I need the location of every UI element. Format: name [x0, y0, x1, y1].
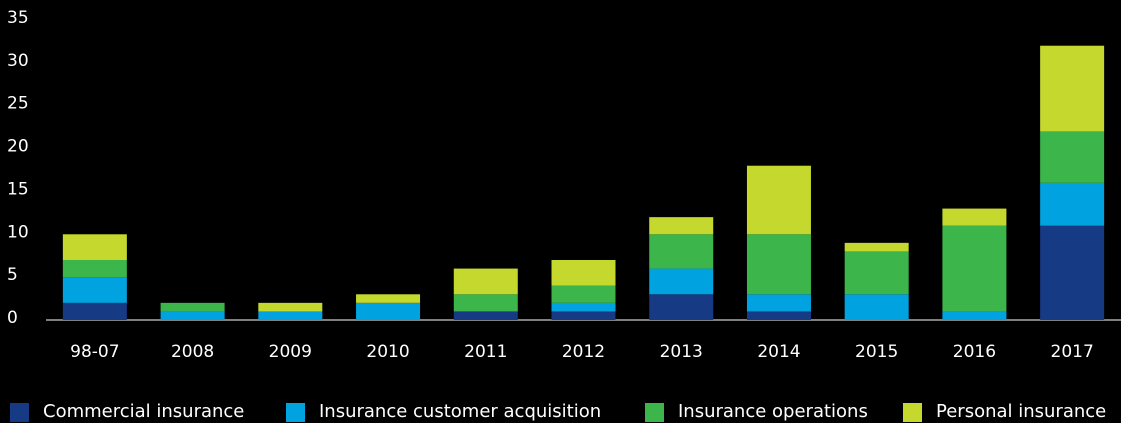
bar-segment: [649, 268, 714, 295]
bar-segment: [942, 225, 1007, 312]
legend-swatch: [10, 403, 29, 422]
bar-segment: [746, 234, 811, 295]
bar-segment: [746, 311, 811, 320]
bar-segment: [1040, 225, 1105, 320]
legend-label: Personal insurance: [936, 401, 1106, 422]
x-tick-label: 2011: [464, 342, 507, 362]
legend-swatch: [903, 403, 922, 422]
y-tick-label: 30: [7, 51, 29, 71]
bar-segment: [356, 294, 421, 303]
bar-segment: [1040, 131, 1105, 183]
bar-segment: [551, 311, 616, 320]
bar-segment: [453, 294, 518, 312]
bar-segment: [160, 302, 225, 312]
bar-segment: [62, 234, 127, 260]
bar-segment: [551, 260, 616, 286]
x-tick-label: 2012: [562, 342, 605, 362]
bar-segment: [258, 311, 323, 320]
bar-segment: [942, 311, 1007, 320]
bar-segment: [649, 294, 714, 320]
y-tick-label: 10: [7, 222, 29, 242]
bar-segment: [453, 311, 518, 320]
bar-segment: [649, 217, 714, 235]
bar-segment: [844, 242, 909, 252]
bar-segment: [551, 302, 616, 312]
bar-segment: [62, 302, 127, 320]
bar-segment: [1040, 182, 1105, 226]
y-tick-label: 5: [7, 265, 18, 285]
bar-segment: [844, 294, 909, 320]
bar-segment: [62, 277, 127, 303]
x-tick-label: 2016: [953, 342, 996, 362]
bar-segment: [649, 234, 714, 269]
legend-label: Insurance customer acquisition: [319, 401, 601, 422]
bar-segment: [160, 311, 225, 320]
bar-segment: [356, 302, 421, 320]
y-tick-label: 15: [7, 179, 29, 199]
x-tick-label: 2015: [855, 342, 898, 362]
x-tick-label: 2010: [366, 342, 409, 362]
x-tick-label: 98-07: [70, 342, 119, 362]
bar-segment: [1040, 45, 1105, 132]
legend-label: Insurance operations: [678, 401, 868, 422]
x-tick-label: 2014: [757, 342, 800, 362]
x-tick-label: 2008: [171, 342, 214, 362]
bar-segment: [746, 165, 811, 235]
bar-segment: [258, 302, 323, 312]
legend-swatch: [286, 403, 305, 422]
bar-segment: [942, 208, 1007, 226]
y-tick-label: 25: [7, 94, 29, 114]
legend-swatch: [645, 403, 664, 422]
y-tick-label: 20: [7, 137, 29, 157]
bar-segment: [453, 268, 518, 295]
x-tick-label: 2009: [269, 342, 312, 362]
legend-label: Commercial insurance: [43, 401, 244, 422]
bar-segment: [551, 285, 616, 303]
y-tick-label: 35: [7, 8, 29, 28]
bar-segment: [746, 294, 811, 312]
x-tick-label: 2017: [1051, 342, 1094, 362]
bar-segment: [844, 251, 909, 295]
y-tick-label: 0: [7, 308, 18, 328]
bar-segment: [62, 260, 127, 278]
x-tick-label: 2013: [660, 342, 703, 362]
